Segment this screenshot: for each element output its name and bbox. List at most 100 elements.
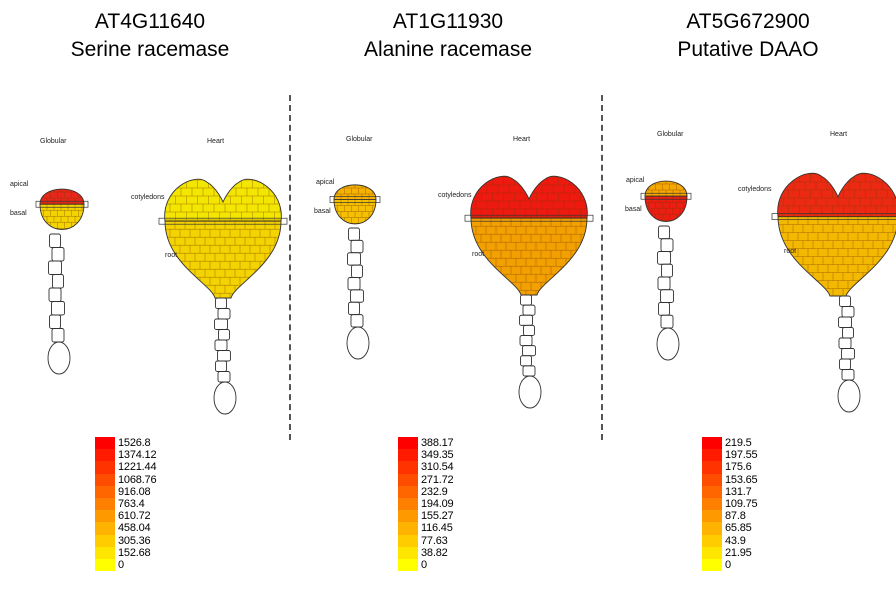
basal-label: basal <box>10 210 27 217</box>
legend-value: 131.7 <box>725 485 752 498</box>
legend-value: 388.17 <box>421 437 454 449</box>
suspensor-cell <box>839 295 851 307</box>
boundary-band <box>771 213 896 220</box>
legend-value: 152.68 <box>118 546 151 559</box>
legend-value: 305.36 <box>118 534 151 547</box>
legend-swatch <box>398 473 418 486</box>
embryo-diagram <box>329 175 594 409</box>
suspensor-cell <box>348 227 360 241</box>
expression-panel-putative-daao: AT5G672900 Putative DAAO Globular Heart … <box>598 0 896 604</box>
embryo-group <box>35 178 288 415</box>
heart-stage-label: Heart <box>513 136 531 143</box>
globular-stage-label: Globular <box>346 136 373 143</box>
legend-value: 232.9 <box>421 485 448 498</box>
legend-value: 219.5 <box>725 437 752 449</box>
gene-id: AT4G11640 <box>94 10 206 33</box>
legend-value: 38.82 <box>421 546 448 559</box>
legend-swatch <box>702 437 722 450</box>
heart-cotyledon-region <box>470 175 588 219</box>
legend-swatch <box>398 437 418 450</box>
protein-name: Serine racemase <box>70 38 230 61</box>
legend-value: 197.55 <box>725 449 758 462</box>
suspensor-cell <box>49 233 61 248</box>
legend-value: 1221.44 <box>118 461 157 474</box>
globular-stage-label: Globular <box>40 138 67 145</box>
basal-cell <box>346 326 370 360</box>
suspensor-cell <box>52 274 64 289</box>
suspensor-cell <box>522 365 536 377</box>
suspensor-cell <box>660 314 674 329</box>
legend-swatch <box>398 449 418 462</box>
gene-id: AT1G11930 <box>392 10 504 33</box>
suspensor-cell <box>661 263 673 278</box>
embryo-group <box>640 172 896 413</box>
suspensor-cell <box>522 304 536 316</box>
legend-swatch <box>702 497 722 511</box>
gene-id: AT5G672900 <box>686 10 810 33</box>
legend-swatch <box>398 522 418 535</box>
suspensor-cell <box>48 260 62 275</box>
boundary-band <box>158 217 288 225</box>
suspensor-cell <box>838 337 852 349</box>
legend-swatch <box>702 522 722 535</box>
suspensor-cell <box>841 348 855 360</box>
legend-swatch <box>702 473 722 486</box>
apical-label: apical <box>626 177 645 184</box>
basal-cells <box>645 196 687 222</box>
legend-value: 155.27 <box>421 510 454 523</box>
legend-value: 1374.12 <box>118 449 157 462</box>
boundary-band <box>640 192 692 200</box>
suspensor-cell <box>51 328 65 343</box>
gene-title: AT4G11640 Serine racemase <box>0 8 300 64</box>
basal-label: basal <box>314 208 331 215</box>
legend-swatch <box>95 461 115 474</box>
legend-swatch <box>702 449 722 462</box>
apical-label: apical <box>10 181 29 188</box>
legend-swatch <box>95 437 115 450</box>
legend-value: 21.95 <box>725 546 752 559</box>
legend-value: 763.4 <box>118 497 145 510</box>
legend-swatch <box>398 461 418 474</box>
legend-value: 0 <box>118 558 124 571</box>
suspensor-cell <box>348 301 360 316</box>
legend-swatch <box>398 534 418 547</box>
legend-swatch <box>95 449 115 462</box>
suspensor-cell <box>217 350 231 362</box>
legend-swatch <box>95 510 115 523</box>
suspensor-cell <box>347 277 361 291</box>
legend-value: 1526.8 <box>118 437 151 449</box>
expression-panel-alanine-racemase: AT1G11930 Alanine racemase Globular Hear… <box>298 0 598 604</box>
suspensor-cell <box>523 324 535 336</box>
suspensor-cell <box>350 289 364 303</box>
cotyledons-label: cotyledons <box>131 194 165 201</box>
legend-value: 349.35 <box>421 449 454 462</box>
suspensor-cell <box>217 308 231 320</box>
legend-swatch <box>95 485 115 498</box>
suspensor-cell <box>351 264 363 278</box>
globular-apical-region <box>39 188 85 205</box>
legend-value: 77.63 <box>421 534 448 547</box>
heart-cotyledon-region <box>164 178 282 222</box>
legend-swatch <box>95 522 115 535</box>
legend-swatch <box>95 497 115 511</box>
gene-title: AT1G11930 Alanine racemase <box>298 8 598 64</box>
legend-value: 0 <box>725 558 731 571</box>
legend-value: 153.65 <box>725 473 758 486</box>
root-label: root <box>165 252 178 259</box>
suspensor-cell <box>838 316 852 328</box>
legend-value: 116.45 <box>421 522 453 535</box>
legend-value: 65.85 <box>725 522 752 535</box>
globular-stage-label: Globular <box>657 131 684 138</box>
suspensor-cell <box>214 339 228 351</box>
suspensor-cell <box>217 371 231 383</box>
legend-swatch <box>398 558 418 572</box>
suspensor-cell <box>841 306 855 318</box>
legend-swatch <box>95 534 115 547</box>
legend-value: 0 <box>421 558 427 571</box>
boundary-band <box>464 214 594 222</box>
apical-label: apical <box>316 179 335 186</box>
basal-cell <box>213 381 237 415</box>
legend-swatch <box>398 485 418 498</box>
gene-title: AT5G672900 Putative DAAO <box>598 8 896 64</box>
legend-value: 109.75 <box>725 497 758 510</box>
